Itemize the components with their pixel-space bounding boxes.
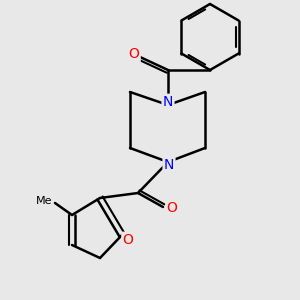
Text: N: N: [163, 95, 173, 109]
Text: Me: Me: [35, 196, 52, 206]
Text: N: N: [164, 158, 174, 172]
Text: O: O: [129, 47, 140, 61]
Text: O: O: [167, 201, 177, 215]
Text: O: O: [123, 233, 134, 247]
